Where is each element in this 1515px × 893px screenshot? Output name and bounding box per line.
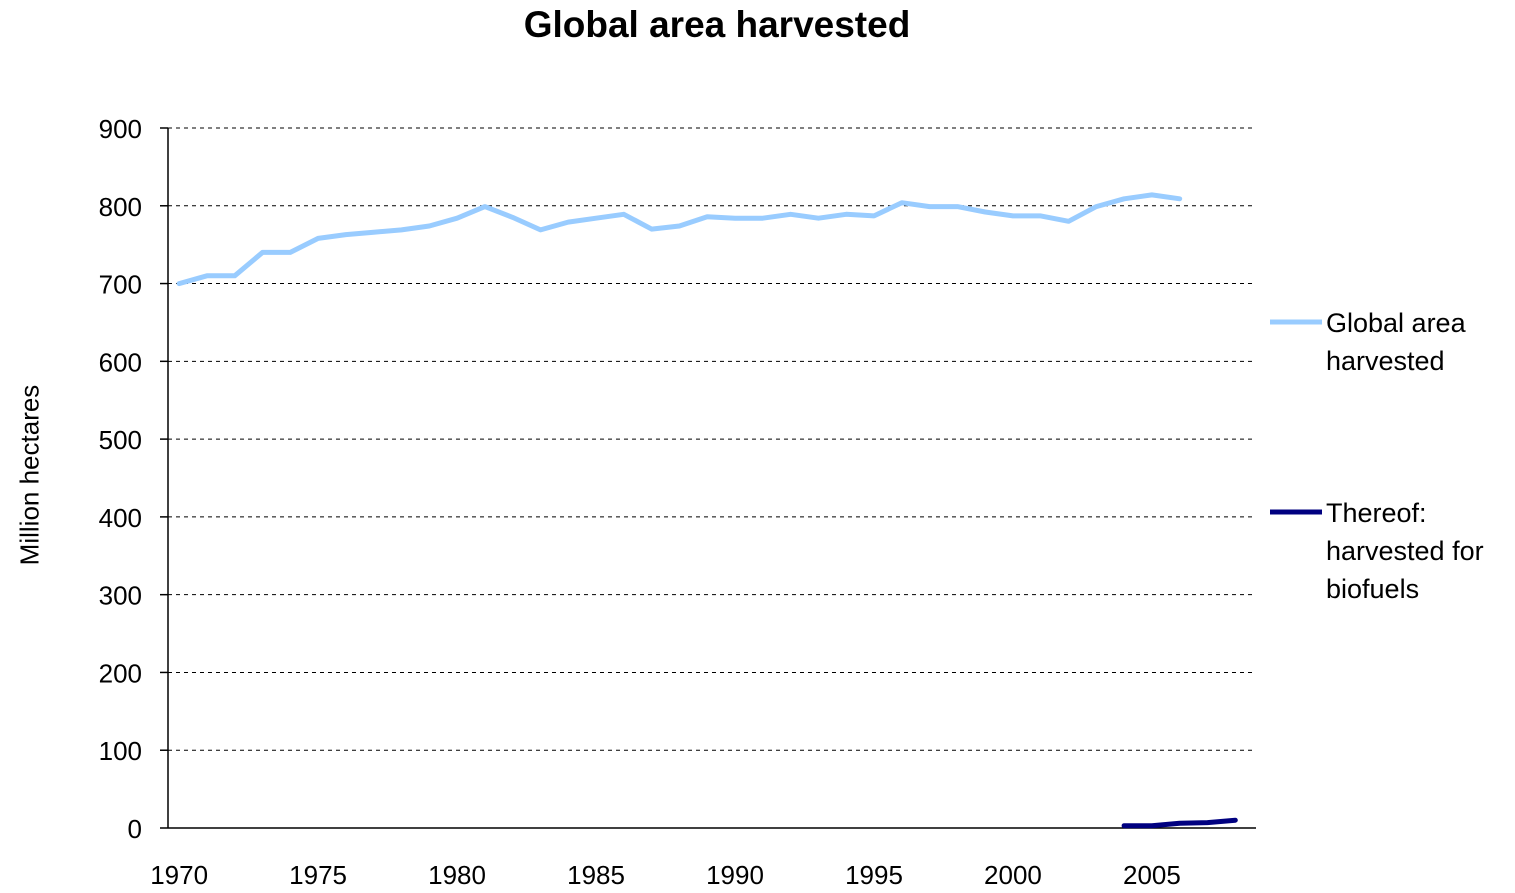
x-tick-label: 2005 [1123,860,1181,890]
y-tick-label: 500 [99,425,142,455]
legend-label-biofuels: Thereof: harvested for biofuels [1326,498,1484,604]
series-lines [176,192,1238,829]
legend-swatches [1270,319,1322,515]
axes [160,127,1256,829]
y-tick-label: 800 [99,192,142,222]
y-tick-label: 300 [99,581,142,611]
y-tick-label: 900 [99,114,142,144]
x-tick-label: 1990 [706,860,764,890]
y-tick-label: 400 [99,503,142,533]
x-tick-label: 1970 [150,860,208,890]
x-tick-label: 1985 [567,860,625,890]
legend-label-global: Global area harvested [1326,308,1466,376]
y-tick-label: 700 [99,270,142,300]
tick-labels: 0 100 200 300 400 500 600 700 800 900 1970 1975 1980… [99,114,1181,890]
chart-title: Global area harvested [523,4,911,45]
x-tick-label: 1995 [845,860,903,890]
y-axis-label: Million hectares [14,384,45,566]
y-tick-label: 600 [99,347,142,377]
x-tick-label: 1975 [289,860,347,890]
x-tick-label: 1980 [428,860,486,890]
series-line-0 [176,192,1183,287]
y-tick-label: 200 [99,658,142,688]
y-tick-label: 0 [128,814,142,844]
y-tick-label: 100 [99,736,142,766]
x-tick-label: 2000 [984,860,1042,890]
series-line-1 [1121,817,1238,829]
gridlines [168,127,1252,751]
